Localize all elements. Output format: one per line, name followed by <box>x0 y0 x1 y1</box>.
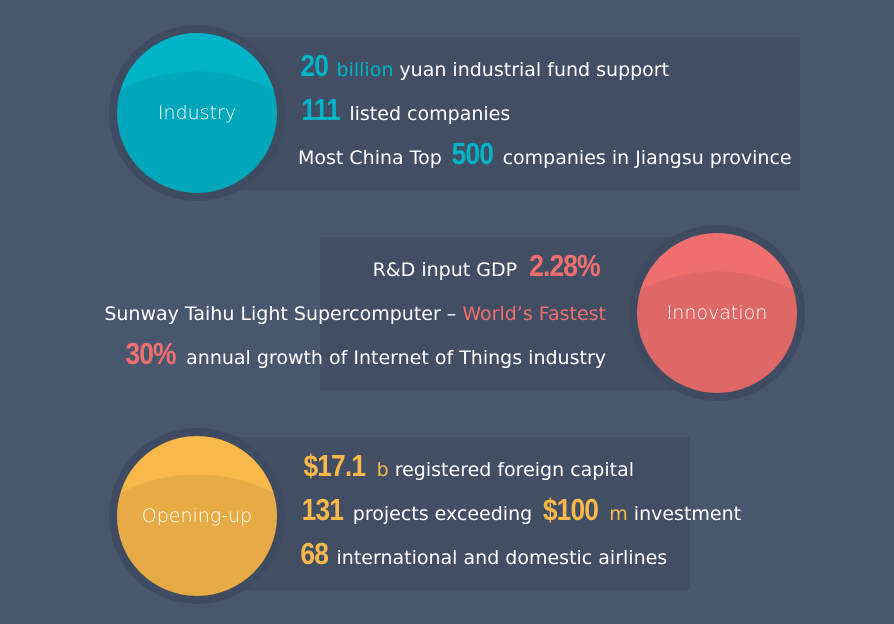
fact-line: Most China Top 500 companies in Jiangsu … <box>298 136 792 180</box>
highlight-number: 2.28% <box>529 248 600 283</box>
industry-facts: 20 billion yuan industrial fund support 1… <box>298 48 792 180</box>
highlight-text: billion <box>330 59 394 81</box>
highlight-number: 131 <box>301 492 344 527</box>
highlight-number: $17.1 <box>303 448 366 483</box>
fact-line: 30% annual growth of Internet of Things … <box>104 336 606 380</box>
highlight-number: $100 <box>543 492 599 527</box>
opening-band <box>230 437 690 590</box>
innovation-label: Innovation <box>666 302 768 324</box>
industry-circle: Industry <box>117 33 277 193</box>
fact-text: investment <box>627 503 742 525</box>
opening-label: Opening-up <box>141 505 253 527</box>
fact-line: $17.1 b registered foreign capital <box>298 448 741 492</box>
highlight-number: 111 <box>301 92 340 127</box>
fact-text: Most China Top <box>298 147 448 169</box>
opening-circle: Opening-up <box>117 436 277 596</box>
fact-text: listed companies <box>343 103 511 125</box>
fact-line: 111 listed companies <box>298 92 792 136</box>
fact-line: 68 international and domestic airlines <box>298 536 741 580</box>
highlight-number: 68 <box>300 536 329 571</box>
fact-text: R&D input GDP <box>372 259 524 281</box>
fact-text: companies in Jiangsu province <box>496 147 792 169</box>
fact-text: yuan industrial fund support <box>393 59 670 81</box>
innovation-circle: Innovation <box>637 233 797 393</box>
fact-text: Sunway Taihu Light Supercomputer – <box>104 303 463 325</box>
opening-facts: $17.1 b registered foreign capital 131 pr… <box>298 448 741 580</box>
fact-text: projects exceeding <box>346 503 539 525</box>
industry-band <box>230 37 800 190</box>
highlight-text: b <box>370 459 389 481</box>
fact-line: Sunway Taihu Light Supercomputer – World… <box>104 292 606 336</box>
industry-label: Industry <box>157 102 237 124</box>
fact-line: R&D input GDP 2.28% <box>104 248 606 292</box>
highlight-number: 20 <box>300 48 329 83</box>
highlight-text: World’s Fastest <box>462 303 606 325</box>
fact-line: 20 billion yuan industrial fund support <box>298 48 792 92</box>
innovation-facts: R&D input GDP 2.28% Sunway Taihu Light Su… <box>104 248 606 380</box>
fact-text: international and domestic airlines <box>330 547 668 569</box>
highlight-number: 30% <box>125 336 176 371</box>
highlight-text: m <box>603 503 628 525</box>
highlight-number: 500 <box>451 136 493 171</box>
fact-line: 131 projects exceeding $100 m investment <box>298 492 741 536</box>
fact-text: annual growth of Internet of Things indu… <box>180 347 606 369</box>
fact-text: registered foreign capital <box>388 459 634 481</box>
